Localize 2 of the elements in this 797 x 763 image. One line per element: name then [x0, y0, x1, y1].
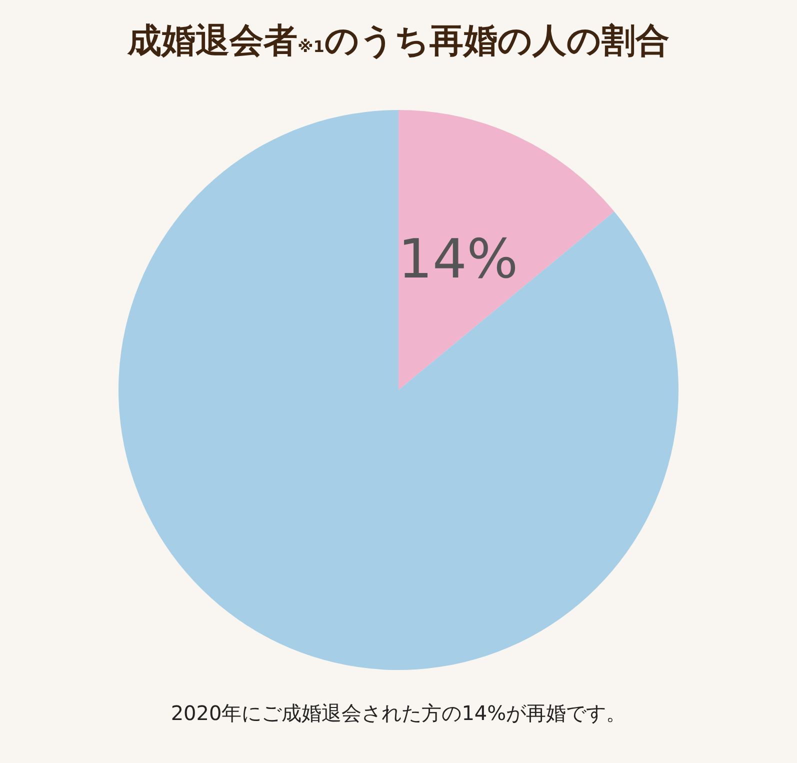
text: 2020年にご成婚退会された方の14%が再婚です。 — [170, 700, 628, 727]
data-label: 14% — [398, 227, 518, 290]
